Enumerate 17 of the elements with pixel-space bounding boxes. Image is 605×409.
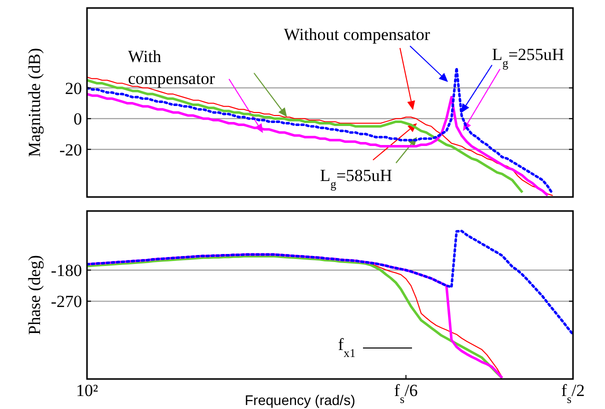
x-tick-label: f$_{s}$/2 xyxy=(561,381,585,406)
y-tick-label: 20 xyxy=(65,78,82,98)
y-tick-label: -270 xyxy=(50,292,82,312)
annotation: L$_{g}$=255uH xyxy=(492,45,564,70)
x-tick-label: 10² xyxy=(76,381,98,400)
annotation: With compensator xyxy=(128,47,216,88)
annotation: f$_{x1}$ xyxy=(338,335,356,360)
y-axis-title: Phase (deg) xyxy=(25,255,44,335)
y-tick-label: -180 xyxy=(50,261,82,280)
y-tick-label: 0 xyxy=(74,110,82,129)
x-tick-label: f$_{s}$/6 xyxy=(394,381,418,406)
x-axis-title: Frequency (rad/s) xyxy=(244,392,356,408)
y-tick-label: -20 xyxy=(59,140,82,160)
line-series xyxy=(87,230,573,336)
annotation: L$_{g}$=585uH xyxy=(320,166,392,191)
y-axis-title: Magnitude (dB) xyxy=(25,48,44,158)
annotation: Without compensator xyxy=(284,25,430,44)
